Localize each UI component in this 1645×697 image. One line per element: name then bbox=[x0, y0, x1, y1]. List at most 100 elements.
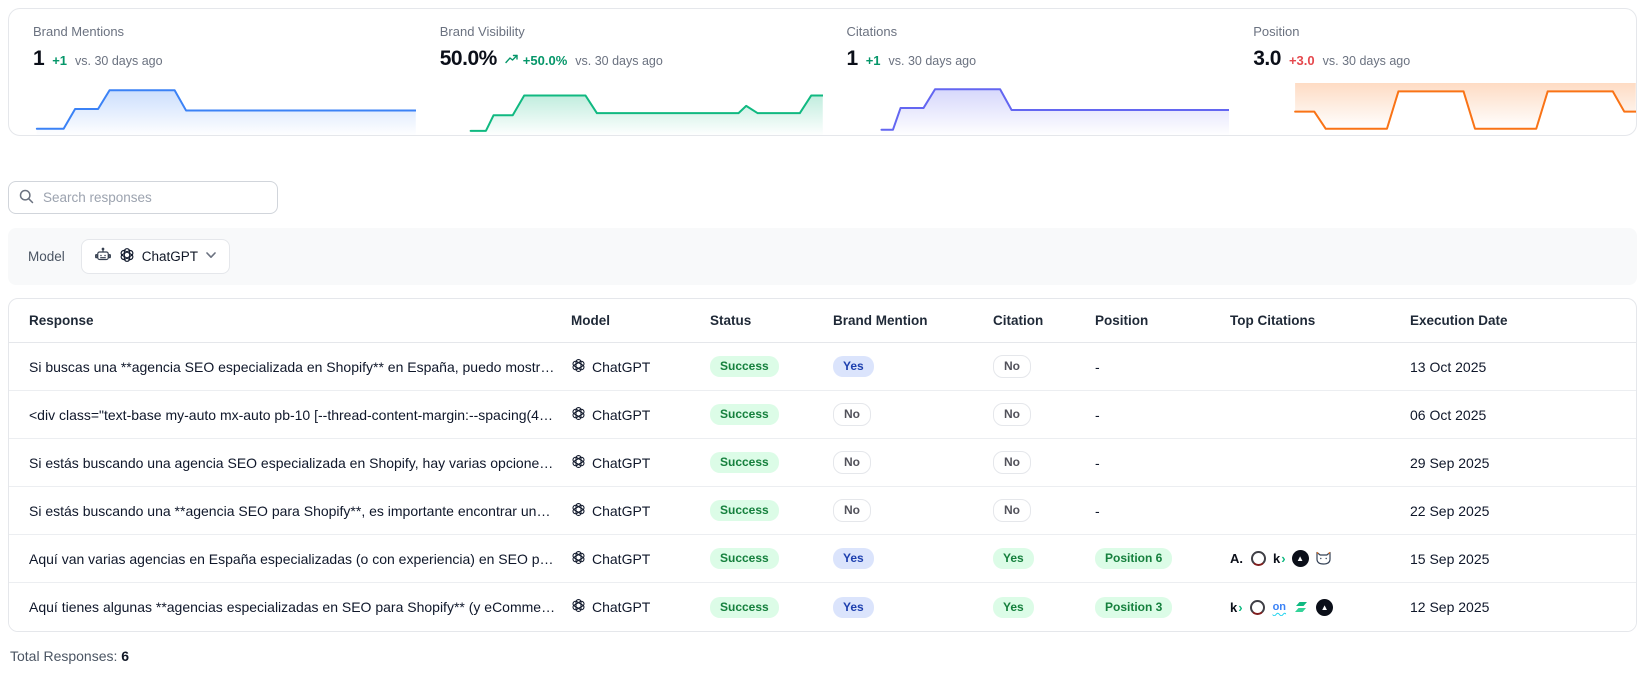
model-filter-value: ChatGPT bbox=[141, 249, 199, 264]
response-text: Aquí van varias agencias en España espec… bbox=[29, 550, 571, 567]
table-row[interactable]: <div class="text-base my-auto mx-auto pb… bbox=[9, 391, 1636, 439]
model-cell: ChatGPT bbox=[571, 406, 710, 424]
execution-date: 15 Sep 2025 bbox=[1410, 550, 1490, 567]
metrics-row: Brand Mentions 1 +1 vs. 30 days ago Brand Vi… bbox=[8, 8, 1637, 136]
status-badge: Success bbox=[710, 404, 779, 425]
metric-card-citations: Citations 1 +1 vs. 30 days ago bbox=[823, 9, 1230, 135]
column-header-position: Position bbox=[1095, 313, 1149, 328]
metric-title: Citations bbox=[846, 24, 898, 39]
metric-value: 1 bbox=[846, 46, 859, 70]
position-empty: - bbox=[1095, 502, 1100, 519]
metric-period: vs. 30 days ago bbox=[888, 53, 977, 68]
total-responses-value: 6 bbox=[121, 648, 130, 664]
status-badge: Success bbox=[710, 452, 779, 473]
total-responses: Total Responses: 6 bbox=[8, 648, 1637, 664]
response-text: Si estás buscando una **agencia SEO para… bbox=[29, 502, 571, 519]
chevron-down-icon bbox=[205, 249, 217, 264]
table-header: Response Model Status Brand Mention Citation… bbox=[9, 299, 1636, 343]
metric-delta: +1 bbox=[865, 52, 881, 68]
column-header-status: Status bbox=[710, 313, 752, 328]
sparkline-chart bbox=[847, 83, 1230, 135]
citation-badge: No bbox=[993, 451, 1031, 474]
model-cell: ChatGPT bbox=[571, 550, 710, 568]
response-text: Aquí tienes algunas **agencias especiali… bbox=[29, 599, 571, 615]
execution-date: 13 Oct 2025 bbox=[1410, 358, 1487, 375]
robot-icon bbox=[94, 246, 112, 267]
metric-card-brand-visibility: Brand Visibility 50.0% +50.0% vs. 30 days a… bbox=[416, 9, 823, 135]
favicon-on[interactable]: on bbox=[1272, 601, 1287, 613]
column-header-brand-mention: Brand Mention bbox=[833, 313, 928, 328]
openai-icon bbox=[571, 358, 586, 376]
favicon-play-circle[interactable]: ▲ bbox=[1291, 550, 1309, 567]
citation-badge: No bbox=[993, 403, 1031, 426]
position-empty: - bbox=[1095, 406, 1100, 423]
favicon-k-arrow[interactable]: k › bbox=[1273, 551, 1286, 566]
search-input[interactable] bbox=[8, 181, 278, 214]
sparkline-chart bbox=[1253, 83, 1636, 135]
favicon-s-green[interactable] bbox=[1292, 598, 1310, 616]
favicon-ring[interactable] bbox=[1249, 598, 1267, 616]
favicon-play-circle[interactable]: ▲ bbox=[1316, 598, 1334, 616]
metric-value: 1 bbox=[33, 46, 45, 70]
table-row[interactable]: Si estás buscando una agencia SEO especi… bbox=[9, 439, 1636, 487]
model-name: ChatGPT bbox=[592, 454, 651, 471]
favicon-ring[interactable] bbox=[1249, 550, 1267, 568]
brand-badge: No bbox=[833, 499, 871, 522]
position-badge: Position 3 bbox=[1095, 596, 1173, 618]
model-cell: ChatGPT bbox=[571, 358, 710, 376]
model-filter-label: Model bbox=[28, 249, 65, 264]
sparkline-chart bbox=[440, 83, 823, 135]
citation-badge: Yes bbox=[993, 548, 1034, 569]
favicon-k-arrow[interactable]: k › bbox=[1230, 599, 1243, 615]
column-header-model: Model bbox=[571, 313, 610, 328]
model-cell: ChatGPT bbox=[571, 502, 710, 520]
model-filter-button[interactable]: ChatGPT bbox=[80, 239, 231, 274]
model-name: ChatGPT bbox=[592, 550, 651, 567]
column-header-citation: Citation bbox=[993, 313, 1044, 328]
sparkline-chart bbox=[33, 83, 416, 135]
search-container bbox=[8, 181, 278, 214]
model-name: ChatGPT bbox=[592, 502, 651, 519]
responses-table: Response Model Status Brand Mention Citation… bbox=[8, 298, 1637, 632]
table-row[interactable]: Aquí van varias agencias en España espec… bbox=[9, 535, 1636, 583]
openai-icon bbox=[571, 454, 586, 472]
status-badge: Success bbox=[710, 596, 779, 618]
position-empty: - bbox=[1095, 454, 1100, 471]
openai-icon bbox=[571, 598, 586, 616]
metric-period: vs. 30 days ago bbox=[1322, 53, 1411, 68]
favicon-a[interactable]: A. bbox=[1230, 551, 1243, 566]
status-badge: Success bbox=[710, 500, 779, 521]
total-responses-label: Total Responses: bbox=[10, 648, 118, 664]
favicon-cat[interactable] bbox=[1315, 550, 1333, 568]
position-empty: - bbox=[1095, 358, 1100, 375]
metric-delta: +3.0 bbox=[1288, 52, 1315, 68]
column-header-response: Response bbox=[29, 313, 94, 328]
metric-title: Brand Visibility bbox=[439, 24, 525, 39]
openai-icon bbox=[571, 502, 586, 520]
execution-date: 06 Oct 2025 bbox=[1410, 406, 1487, 423]
response-text: Si estás buscando una agencia SEO especi… bbox=[29, 454, 571, 471]
brand-badge: No bbox=[833, 451, 871, 474]
metric-delta: +50.0% bbox=[505, 53, 567, 68]
brand-badge: Yes bbox=[833, 356, 874, 377]
model-name: ChatGPT bbox=[592, 599, 651, 615]
search-icon bbox=[19, 189, 34, 209]
table-row[interactable]: Si estás buscando una **agencia SEO para… bbox=[9, 487, 1636, 535]
citation-badge: No bbox=[993, 355, 1031, 378]
model-cell: ChatGPT bbox=[571, 454, 710, 472]
table-row[interactable]: Si buscas una **agencia SEO especializad… bbox=[9, 343, 1636, 391]
metric-title: Brand Mentions bbox=[33, 24, 125, 39]
metric-value: 3.0 bbox=[1253, 46, 1281, 70]
response-text: <div class="text-base my-auto mx-auto pb… bbox=[29, 406, 571, 423]
status-badge: Success bbox=[710, 548, 779, 569]
status-badge: Success bbox=[710, 356, 779, 377]
execution-date: 22 Sep 2025 bbox=[1410, 502, 1490, 519]
citation-badge: No bbox=[993, 499, 1031, 522]
model-name: ChatGPT bbox=[592, 406, 651, 423]
table-row[interactable]: Aquí tienes algunas **agencias especiali… bbox=[9, 583, 1636, 631]
metric-value: 50.0% bbox=[439, 46, 498, 70]
openai-icon bbox=[571, 550, 586, 568]
metric-period: vs. 30 days ago bbox=[575, 53, 663, 68]
model-filter-bar: Model ChatGPT bbox=[8, 228, 1637, 285]
position-badge: Position 6 bbox=[1095, 548, 1173, 569]
